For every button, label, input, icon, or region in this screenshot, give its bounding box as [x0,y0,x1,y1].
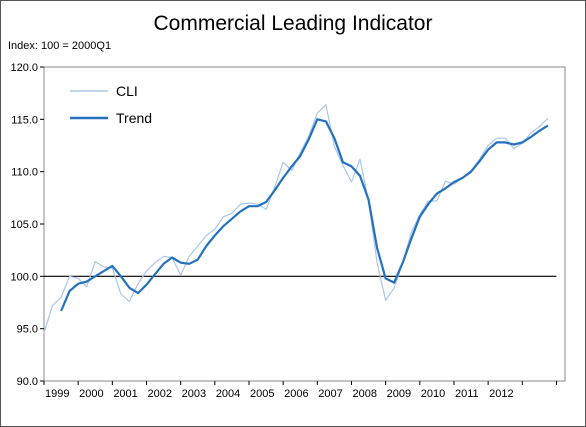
y-tick-label: 105.0 [10,219,38,231]
x-axis-ticks: 1999 2000 2001 2002 2003 2004 2005 2006 2007 2008… [43,381,557,400]
y-tick-label: 100.0 [10,271,38,283]
x-tick-label: 2006 [284,388,308,400]
legend-label-trend: Trend [116,110,152,126]
x-tick-label: 2007 [318,388,342,400]
y-tick-label: 115.0 [11,114,38,126]
x-tick-label: 2008 [352,388,376,400]
x-tick-label: 2009 [387,388,411,400]
chart-title: Commercial Leading Indicator [153,12,433,35]
y-tick-label: 120.0 [10,62,38,74]
x-tick-label: 2010 [421,388,445,400]
index-note: Index: 100 = 2000Q1 [8,40,112,52]
legend: CLI Trend [70,83,152,126]
x-tick-label: 2005 [250,388,274,400]
x-tick-label: 1999 [45,388,69,400]
x-tick-label: 2012 [489,388,513,400]
legend-label-cli: CLI [116,83,138,99]
series-line-trend [60,118,549,312]
series-layer [43,104,549,334]
y-tick-label: 95.0 [17,324,38,336]
x-tick-label: 2003 [182,388,206,400]
series-line-cli [43,104,549,334]
y-tick-label: 110.0 [11,167,38,179]
y-axis-ticks: 90.0 95.0 100.0 105.0 110.0 115.0 120.0 [10,62,44,388]
y-tick-label: 90.0 [17,376,38,388]
x-tick-label: 2001 [113,388,137,400]
x-tick-label: 2004 [216,388,240,400]
x-tick-label: 2011 [455,388,479,400]
x-tick-label: 2002 [147,388,171,400]
x-tick-label: 2000 [79,388,103,400]
